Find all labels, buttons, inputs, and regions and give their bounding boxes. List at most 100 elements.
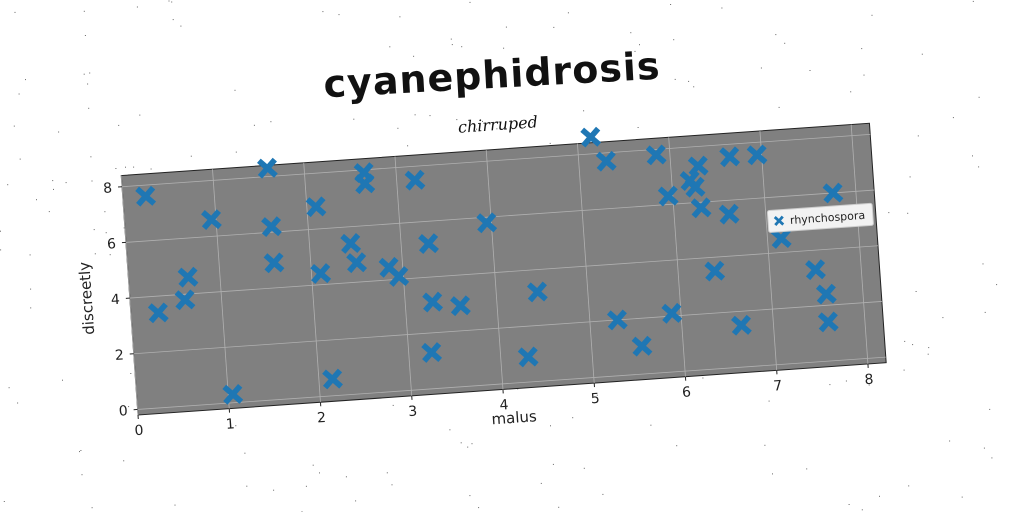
speckle [806,468,808,470]
speckle [845,380,847,382]
speckle [451,44,453,46]
speckle [355,500,357,502]
speckle [80,450,82,451]
speckle [234,89,236,91]
scatter-point [684,176,706,198]
speckle [391,484,393,486]
scatter-point [177,266,199,288]
speckle [952,117,954,119]
speckle [861,509,863,511]
speckle [982,263,984,265]
legend-box [766,202,874,233]
scatter-point [690,197,712,219]
scatter-point [517,346,539,368]
speckle [921,53,923,55]
speckle [469,1,471,3]
speckle [25,79,26,81]
speckle [91,180,93,182]
speckle [18,93,20,95]
speckle [389,46,391,48]
scatter-point [174,289,196,311]
speckle [471,443,473,445]
x-tick-label: 3 [408,404,418,421]
speckle [30,307,32,309]
speckle [784,42,786,44]
speckle [868,384,870,386]
speckle [552,463,554,465]
scatter-point [147,302,169,324]
scatter-point [526,281,548,303]
speckle [467,446,469,448]
speckle [413,55,415,57]
scatter-point [261,216,282,238]
x-tick-label: 1 [225,416,235,433]
speckle [139,114,141,116]
speckle [128,406,130,408]
chart-subtitle: chirruped [457,112,538,137]
speckle [978,166,980,168]
speckle [386,472,388,474]
speckle [550,425,551,427]
speckle [721,7,723,9]
x-gridline [577,143,595,384]
speckle [972,0,974,2]
scatter-point [305,196,327,218]
speckle [79,451,80,453]
scatter-point [815,283,837,305]
speckle [996,284,998,286]
chart-title: cyanephidrosis [322,44,661,107]
speckle [84,35,86,36]
speckle [583,110,585,112]
speckle [0,230,1,232]
speckle [270,121,272,123]
speckle [674,78,676,80]
scatter-point [817,311,839,333]
plot-area: 0 1 2 3 4 5 6 7 8 0 2 4 6 8 malus discreetly rhyncho… [75,122,887,439]
speckle [912,344,914,346]
speckle [407,145,409,147]
speckle [634,50,636,52]
y-gridline [133,301,882,355]
speckle [345,476,347,478]
speckle [62,379,63,381]
speckle [328,81,330,83]
speckle [596,394,598,396]
speckle [637,127,639,128]
speckle [190,155,192,157]
legend-label: rhynchospora [790,209,866,227]
speckle [702,377,704,379]
scatter-point [580,126,602,148]
speckle [461,46,463,48]
speckle [235,425,237,427]
x-tick-label: 2 [317,410,327,427]
speckle [322,11,324,13]
y-tick-label: 2 [114,347,124,364]
speckle [961,496,963,498]
speckle [14,11,16,13]
speckle [319,418,321,420]
speckle [639,44,640,46]
speckle [949,440,951,442]
x-gridline [759,130,778,371]
speckle [888,212,890,214]
speckle [273,489,275,491]
speckle [983,447,985,449]
x-gridline [485,150,504,390]
scatter-point [418,233,439,255]
speckle [83,10,85,12]
speckle [496,128,498,130]
speckle [909,176,911,178]
scatter-point [310,263,332,284]
speckle [903,369,905,371]
speckle [91,507,93,509]
x-gridline [394,156,413,396]
speckle [19,158,21,160]
scatter-point [719,146,741,168]
speckle [772,473,773,475]
speckle [460,442,462,444]
scatter-point [770,228,792,249]
speckle [989,408,991,410]
speckle [553,26,555,28]
speckle [630,32,632,34]
